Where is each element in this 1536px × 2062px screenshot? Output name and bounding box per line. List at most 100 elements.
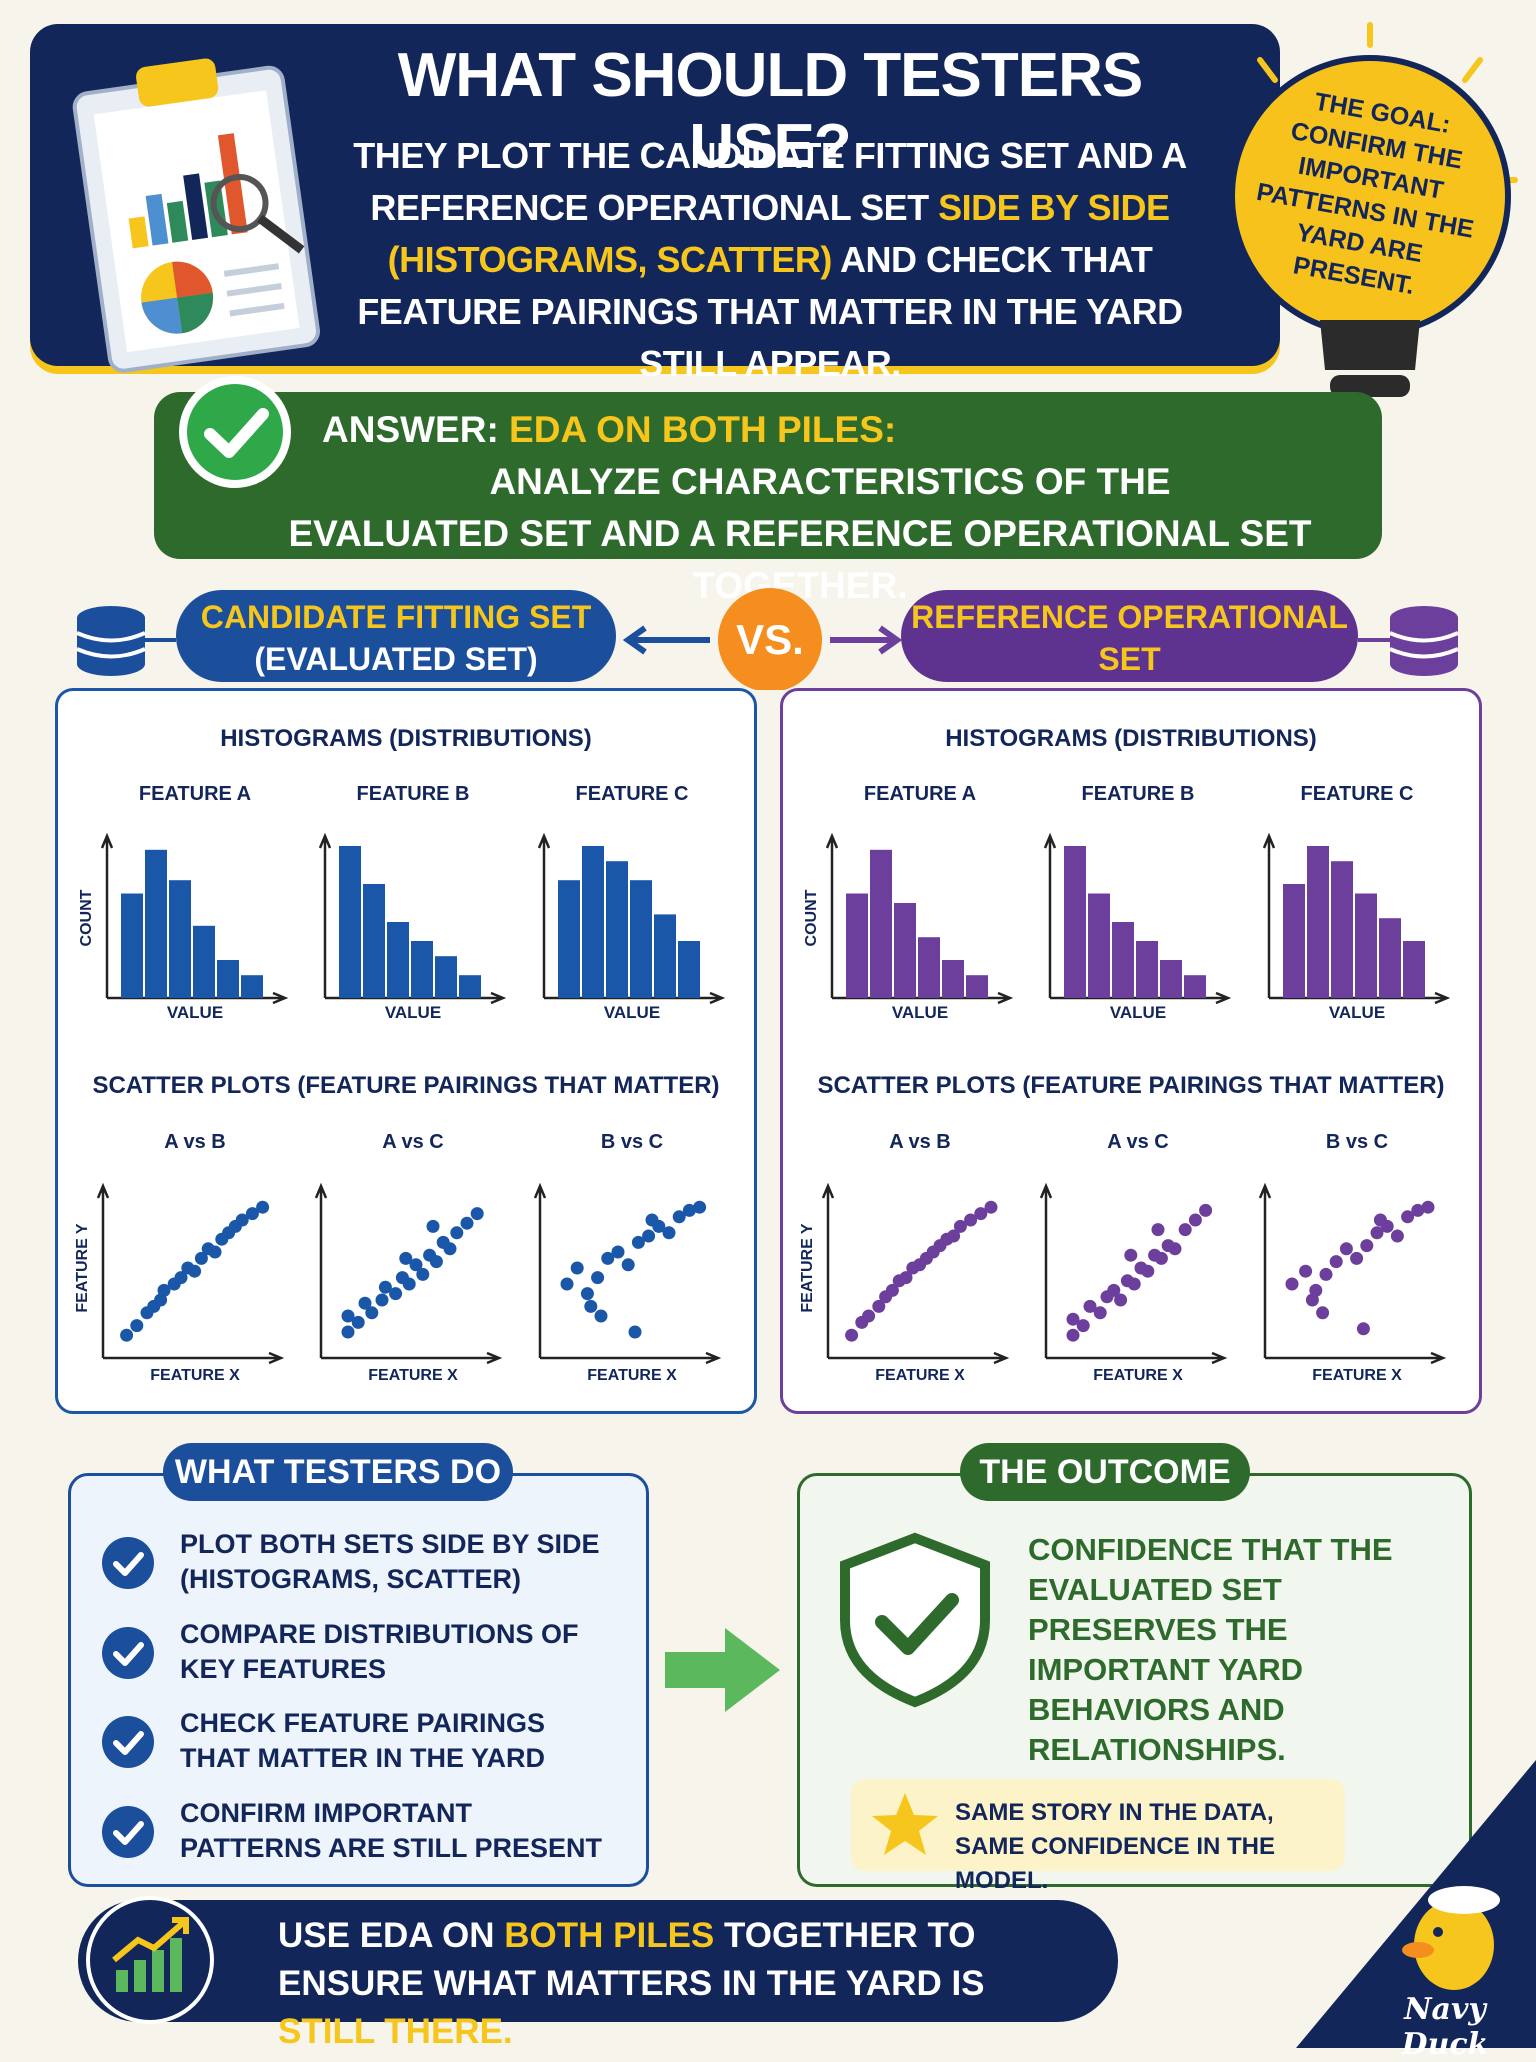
note-box <box>851 1779 1345 1871</box>
arrow-icon <box>665 1628 780 1712</box>
scatter-point <box>642 1229 656 1243</box>
check-circle <box>102 1806 154 1858</box>
scatter-point <box>402 1277 416 1291</box>
scatter-point <box>1107 1283 1121 1297</box>
histogram-label: FEATURE A <box>864 783 976 805</box>
check-circle <box>102 1537 154 1589</box>
axis <box>100 832 289 1005</box>
scatter-point <box>1305 1293 1319 1307</box>
scatter-point <box>443 1242 457 1256</box>
histogram-bar <box>121 893 143 998</box>
axis <box>96 1182 285 1365</box>
histogram-bar <box>169 880 191 998</box>
scatter-point <box>693 1200 707 1214</box>
hist-y-label: COUNT <box>78 889 95 946</box>
scatter-point <box>1083 1299 1097 1313</box>
histogram-bar <box>558 880 580 998</box>
histogram-label: FEATURE C <box>1301 783 1414 805</box>
footer-text: USE EDA ON BOTH PILES TOGETHER TO ENSURE… <box>278 1912 1058 2056</box>
scatter-point <box>1151 1223 1165 1237</box>
histogram-bar <box>1136 941 1158 998</box>
axis <box>533 1182 722 1365</box>
scatter-y-label: FEATURE Y <box>799 1223 816 1313</box>
scatter-x-label: FEATURE X <box>150 1367 240 1384</box>
scatter-point <box>450 1226 464 1240</box>
scatter-point <box>157 1283 171 1297</box>
scatter-point <box>591 1271 605 1285</box>
scatter-point <box>245 1207 259 1221</box>
set-title: CANDIDATE FITTING SET <box>200 599 592 635</box>
answer-line: ANALYZE CHARACTERISTICS OF THE <box>489 461 1171 502</box>
histogram-bar <box>435 956 457 998</box>
scatter-point <box>1316 1306 1330 1320</box>
scatter-label: A vs B <box>889 1131 951 1153</box>
scatter-point <box>429 1255 443 1269</box>
scatter-point <box>1421 1200 1435 1214</box>
scatter-point <box>194 1251 208 1265</box>
histograms-title: HISTOGRAMS (DISTRIBUTIONS) <box>945 725 1317 752</box>
histogram-bar <box>654 914 676 998</box>
note-line: SAME STORY IN THE DATA, <box>955 1799 1274 1826</box>
histogram-bar <box>145 849 167 998</box>
scatter-x-label: FEATURE X <box>1093 1367 1183 1384</box>
scatter-point <box>580 1287 594 1301</box>
axis <box>1039 1182 1228 1365</box>
histogram-bar <box>894 903 916 998</box>
outcome-text: CONFIDENCE THAT THE EVALUATED SET PRESER… <box>1028 1532 1393 1767</box>
histogram-bar <box>870 849 892 998</box>
histogram-bar <box>1403 941 1425 998</box>
brand-name: Navy Duck <box>1401 1992 1489 2062</box>
histogram-bar <box>1283 884 1305 998</box>
axis <box>825 832 1014 1005</box>
scatter-point <box>984 1200 998 1214</box>
scatter-x-label: FEATURE X <box>875 1367 965 1384</box>
histogram-bar <box>387 922 409 998</box>
scatter-x-label: FEATURE X <box>368 1367 458 1384</box>
scatter-title: SCATTER PLOTS (FEATURE PAIRINGS THAT MAT… <box>817 1072 1444 1099</box>
set-pill: REFERENCE OPERATIONAL SET(YARD DATA) <box>901 590 1358 719</box>
footer-box <box>78 1900 1118 2022</box>
check-icon <box>102 1806 154 1858</box>
scatter-point <box>208 1245 222 1259</box>
text-segment: TOGETHER TO ENSURE WHAT MATTERS IN THE Y… <box>278 1916 985 2003</box>
scatter-point <box>1127 1277 1141 1291</box>
scatter-point <box>1285 1277 1299 1291</box>
scatter-point <box>1066 1312 1080 1326</box>
scatter-y-label: FEATURE Y <box>74 1223 91 1313</box>
histogram-bar <box>1331 861 1353 998</box>
axis <box>1258 1182 1447 1365</box>
tester-item: PLOT BOTH SETS SIDE BY SIDE (HISTOGRAMS,… <box>180 1529 600 1594</box>
panel-charts: HISTOGRAMS (DISTRIBUTIONS) FEATURE A VALUE… <box>74 725 726 1384</box>
scatter-point <box>621 1258 635 1272</box>
hist-y-label: COUNT <box>803 889 820 946</box>
scatter-point <box>845 1328 859 1342</box>
brand-corner <box>1296 1760 1536 2048</box>
scatter-point <box>953 1219 967 1233</box>
scatter-label: A vs B <box>164 1131 226 1153</box>
histogram-bar <box>918 937 940 998</box>
check-icon <box>102 1537 154 1589</box>
histogram-bar <box>459 975 481 998</box>
outcome-title: THE OUTCOME <box>960 1443 1250 1501</box>
scatter-point <box>885 1283 899 1297</box>
axis <box>537 832 726 1005</box>
histogram-bar <box>582 846 604 998</box>
axis <box>314 1182 503 1365</box>
check-mark <box>113 1821 144 1845</box>
text-segment: BOTH PILES <box>504 1916 715 1955</box>
testers-title: WHAT TESTERS DO <box>163 1443 513 1501</box>
histogram-bar <box>411 941 433 998</box>
answer-highlight: EDA ON BOTH PILES: <box>509 409 897 450</box>
check-icon <box>179 376 291 488</box>
scatter-point <box>426 1219 440 1233</box>
scatter-point <box>1360 1239 1374 1253</box>
scatter-point <box>1401 1210 1415 1224</box>
header-title: WHAT SHOULD TESTERS USE? <box>397 41 1144 181</box>
histogram-label: FEATURE C <box>576 783 689 805</box>
histogram-label: FEATURE A <box>139 783 251 805</box>
scatter-point <box>1319 1267 1333 1281</box>
check-mark <box>113 1731 144 1755</box>
scatter-point <box>1350 1251 1364 1265</box>
check-icon <box>102 1716 154 1768</box>
